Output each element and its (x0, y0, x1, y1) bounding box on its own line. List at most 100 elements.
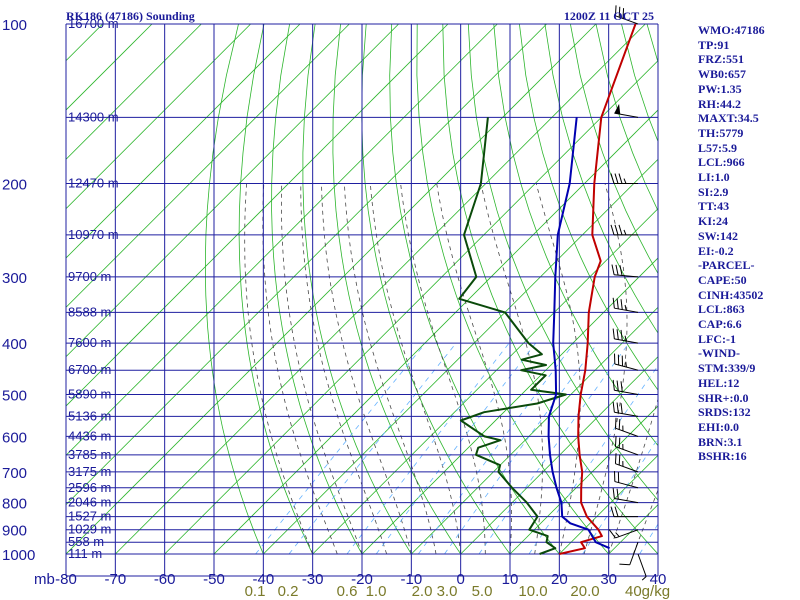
isotherm-line (66, 24, 498, 456)
stat-item: TT:43 (698, 199, 730, 214)
wind-barb-feather (618, 454, 621, 466)
temperature-tick-label: -30 (302, 571, 324, 588)
wind-barb-pennant (614, 103, 621, 115)
wind-barb (608, 529, 639, 539)
pressure-unit-label: mb (34, 571, 55, 588)
pressure-tick-label: 900 (2, 523, 27, 540)
wind-barb-half-feather (623, 229, 627, 236)
stat-item: TH:5779 (698, 125, 744, 140)
stat-item: LCL:966 (698, 155, 745, 170)
stat-item: WB0:657 (698, 67, 746, 82)
parcel-profile-line (547, 117, 610, 550)
dewpoint-profile-line (458, 117, 567, 555)
wind-barb-feather (610, 506, 615, 517)
wind-barb-feather (619, 265, 623, 276)
wind-barb-feather (612, 379, 615, 391)
height-label: 9700 m (68, 269, 111, 284)
stat-item: SW:142 (698, 228, 739, 243)
background-lines (66, 24, 658, 554)
height-label: 10970 m (68, 227, 119, 242)
pressure-tick-label: 700 (2, 465, 27, 482)
profiles (458, 23, 637, 555)
moist-adiabat-line (436, 183, 512, 554)
wind-barb-half-feather (624, 335, 627, 342)
temperature-profile-line (559, 23, 637, 555)
wind-barb (612, 488, 639, 504)
grid (65, 23, 659, 577)
wind-barb-half-feather (615, 532, 620, 537)
wind-barb-feather (614, 417, 617, 429)
temperature-tick-label: -10 (400, 571, 422, 588)
isotherm-line (66, 24, 597, 554)
wind-barb (612, 379, 639, 395)
pressure-tick-label: 800 (2, 496, 27, 513)
mixing-ratio-line (478, 342, 630, 554)
isotherm-line (559, 454, 658, 554)
moist-adiabat-line (583, 183, 628, 554)
pressure-tick-label: 1000 (2, 547, 35, 564)
temperature-tick-label: -40 (252, 571, 274, 588)
wind-barb (614, 436, 639, 456)
wind-barb-half-feather (641, 576, 647, 581)
stat-item: FRZ:551 (698, 52, 744, 67)
mixing-ratio-label: 10.0 (518, 583, 547, 600)
isotherm-line (361, 257, 658, 554)
pressure-tick-label: 300 (2, 270, 27, 287)
wind-barb (612, 328, 639, 344)
wind-barb-feather (612, 328, 615, 339)
wind-barb-feather (614, 506, 619, 517)
wind-barb (614, 471, 639, 489)
height-label: 16700 m (68, 16, 119, 31)
moist-adiabat-line (300, 183, 388, 554)
wind-barb-feather (618, 173, 623, 184)
height-label: 558 m (68, 534, 104, 549)
wind-barb-half-feather (623, 178, 627, 184)
stat-item: BSHR:16 (698, 449, 747, 464)
height-label: 1029 m (68, 522, 111, 537)
wind-barb-feather (618, 419, 621, 430)
stat-item: BRN:3.1 (698, 434, 743, 449)
wind-barb (610, 173, 638, 185)
pressure-tick-label: 600 (2, 429, 27, 446)
temperature-tick-label: -20 (351, 571, 373, 588)
wind-barb-staff (614, 363, 639, 371)
wind-barb-feather (618, 437, 621, 449)
stat-item: L57:5.9 (698, 140, 737, 155)
mixing-ratio-label: 3.0 (437, 583, 458, 600)
isotherm-line (460, 356, 658, 554)
wind-barb-feather (614, 5, 617, 16)
isotherm-line (115, 24, 646, 554)
isotherm-line (66, 24, 350, 308)
stat-item: SI:2.9 (698, 184, 729, 199)
isotherm-line (66, 24, 251, 210)
moist-adiabat-line (480, 183, 543, 554)
isotherm-line (263, 158, 658, 554)
wind-barb-half-feather (625, 361, 627, 368)
wind-barb-feather (614, 173, 619, 184)
wind-barb-feather (622, 8, 625, 19)
isotherm-line (312, 208, 658, 554)
height-label: 4436 m (68, 428, 111, 443)
wind-barb-feather (620, 299, 623, 310)
temperature-tick-label: 10 (502, 571, 519, 588)
stat-item: RH:44.2 (698, 96, 741, 111)
pressure-tick-label: 200 (2, 177, 27, 194)
stat-item: STM:339/9 (698, 361, 756, 376)
stat-item: WMO:47186 (698, 23, 765, 37)
wind-barb-feather (614, 436, 617, 447)
isotherm-line (213, 109, 658, 554)
stat-item: TP:91 (698, 37, 730, 52)
isotherm-line (66, 24, 547, 506)
wind-barb-feather (618, 224, 623, 236)
wind-barb-feather (610, 173, 615, 184)
height-label: 7600 m (68, 335, 111, 350)
wind-barb-feather (610, 224, 615, 236)
temperature-tick-label: -80 (55, 571, 77, 588)
wind-barb (612, 297, 639, 313)
stat-item: PW:1.35 (698, 81, 742, 96)
stat-item: -WIND- (698, 346, 740, 361)
wind-barb (637, 553, 647, 581)
mixing-ratio-label: 5.0 (472, 583, 493, 600)
mixing-ratio-label: 0.2 (278, 583, 299, 600)
